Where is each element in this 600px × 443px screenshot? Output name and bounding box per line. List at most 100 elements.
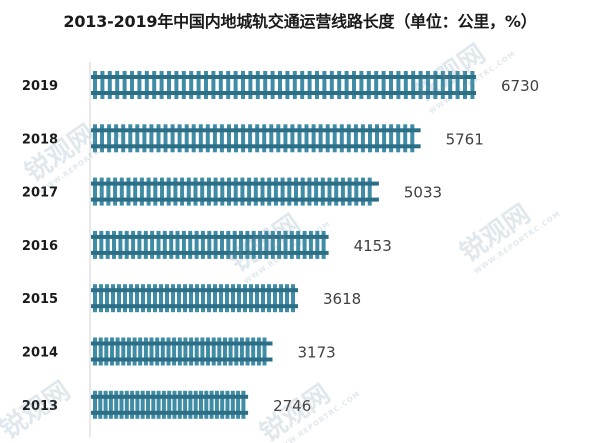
bar-sleeper bbox=[130, 390, 135, 419]
bar-sleeper bbox=[177, 124, 182, 153]
bar-sleeper bbox=[245, 230, 250, 259]
bar-sleeper bbox=[135, 284, 139, 313]
bar-sleeper bbox=[426, 71, 430, 99]
bar-sleeper bbox=[218, 71, 223, 99]
bar-sleeper bbox=[152, 71, 157, 99]
bar-sleeper bbox=[169, 230, 174, 259]
bar-sleeper bbox=[153, 284, 157, 313]
bar-sleeper bbox=[100, 124, 104, 153]
bar-sleeper bbox=[211, 71, 216, 99]
category-label-2013: 2013 bbox=[22, 399, 58, 414]
bar-sleeper bbox=[159, 71, 164, 99]
bar-sleeper bbox=[226, 230, 231, 259]
bar-sleeper bbox=[200, 337, 205, 366]
bar-sleeper bbox=[267, 177, 272, 206]
bar-sleeper bbox=[396, 124, 401, 153]
category-label-2017: 2017 bbox=[22, 186, 58, 201]
bar-sleeper bbox=[287, 177, 292, 206]
bar-sleeper bbox=[300, 71, 305, 99]
bar-sleeper bbox=[247, 177, 252, 206]
bar-sleeper bbox=[198, 124, 203, 153]
bar-sleeper bbox=[124, 230, 129, 259]
bar-sleeper bbox=[123, 284, 127, 313]
bar-sleeper bbox=[122, 71, 127, 99]
bar-sleeper bbox=[381, 71, 386, 99]
bar-2013 bbox=[91, 390, 249, 419]
bar-sleeper bbox=[128, 124, 133, 153]
bar-sleeper bbox=[359, 71, 364, 99]
bar-sleeper bbox=[188, 390, 193, 419]
bar-sleeper bbox=[107, 71, 112, 99]
data-label-2013: 2746 bbox=[273, 397, 311, 415]
bar-sleeper bbox=[137, 71, 142, 99]
bar-sleeper bbox=[280, 177, 285, 206]
bar-sleeper bbox=[186, 177, 191, 206]
bar-sleeper bbox=[189, 337, 194, 366]
bar-sleeper bbox=[241, 390, 246, 419]
bar-sleeper bbox=[156, 124, 161, 153]
bar-sleeper bbox=[256, 337, 261, 366]
bar-sleeper bbox=[267, 284, 271, 313]
bar-sleeper bbox=[236, 390, 241, 419]
bar-sleeper bbox=[285, 71, 290, 99]
bar-sleeper bbox=[156, 230, 161, 259]
bar-sleeper bbox=[245, 337, 250, 366]
bar-sleeper bbox=[270, 230, 275, 259]
bar-sleeper bbox=[261, 284, 265, 313]
bar-sleeper bbox=[227, 124, 231, 153]
bar-sleeper bbox=[108, 390, 113, 419]
bar-sleeper bbox=[277, 230, 282, 259]
bar-sleeper bbox=[121, 337, 126, 366]
bar-sleeper bbox=[199, 390, 203, 419]
bar-sleeper bbox=[159, 284, 163, 313]
bar-sleeper bbox=[283, 230, 288, 259]
bar-sleeper bbox=[151, 390, 156, 419]
bar-sleeper bbox=[314, 177, 319, 206]
bar-sleeper bbox=[200, 230, 205, 259]
category-label-2019: 2019 bbox=[22, 79, 58, 94]
bar-sleeper bbox=[239, 337, 244, 366]
bar-sleeper bbox=[368, 124, 372, 153]
bar-sleeper bbox=[133, 177, 138, 206]
bar-sleeper bbox=[93, 71, 97, 99]
bar-sleeper bbox=[226, 71, 231, 99]
bar-sleeper bbox=[181, 71, 186, 99]
bar-sleeper bbox=[153, 177, 158, 206]
bar-sleeper bbox=[249, 284, 253, 313]
bar-sleeper bbox=[213, 177, 218, 206]
bar-sleeper bbox=[205, 124, 210, 153]
bar-sleeper bbox=[396, 71, 401, 99]
bar-sleeper bbox=[375, 124, 379, 153]
bar-sleeper bbox=[115, 71, 120, 99]
bar-sleeper bbox=[315, 71, 319, 99]
bar-sleeper bbox=[93, 124, 97, 153]
bar-sleeper bbox=[278, 71, 282, 99]
bar-rail-top bbox=[91, 128, 421, 133]
bar-sleeper bbox=[118, 230, 123, 259]
bar-rail-bottom bbox=[91, 197, 379, 202]
bar-sleeper bbox=[263, 71, 268, 99]
bar-sleeper bbox=[300, 177, 305, 206]
bar-sleeper bbox=[93, 390, 97, 419]
bar-sleeper bbox=[126, 177, 131, 206]
category-label-2014: 2014 bbox=[22, 346, 58, 361]
bar-sleeper bbox=[177, 337, 182, 366]
bar-sleeper bbox=[183, 390, 188, 419]
bar-sleeper bbox=[166, 177, 171, 206]
bar-sleeper bbox=[139, 177, 144, 206]
bar-sleeper bbox=[138, 337, 143, 366]
bar-sleeper bbox=[262, 124, 267, 153]
bar-sleeper bbox=[231, 284, 235, 313]
bar-sleeper bbox=[113, 177, 118, 206]
bar-sleeper bbox=[170, 124, 175, 153]
bar-rail-bottom bbox=[91, 250, 329, 255]
bar-sleeper bbox=[260, 177, 265, 206]
bar-sleeper bbox=[325, 124, 330, 153]
bar-sleeper bbox=[292, 71, 297, 99]
bar-sleeper bbox=[105, 284, 109, 313]
bar-sleeper bbox=[374, 71, 379, 99]
bar-sleeper bbox=[234, 124, 238, 153]
category-label-2015: 2015 bbox=[22, 292, 58, 307]
bar-sleeper bbox=[315, 230, 320, 259]
bar-sleeper bbox=[188, 230, 193, 259]
